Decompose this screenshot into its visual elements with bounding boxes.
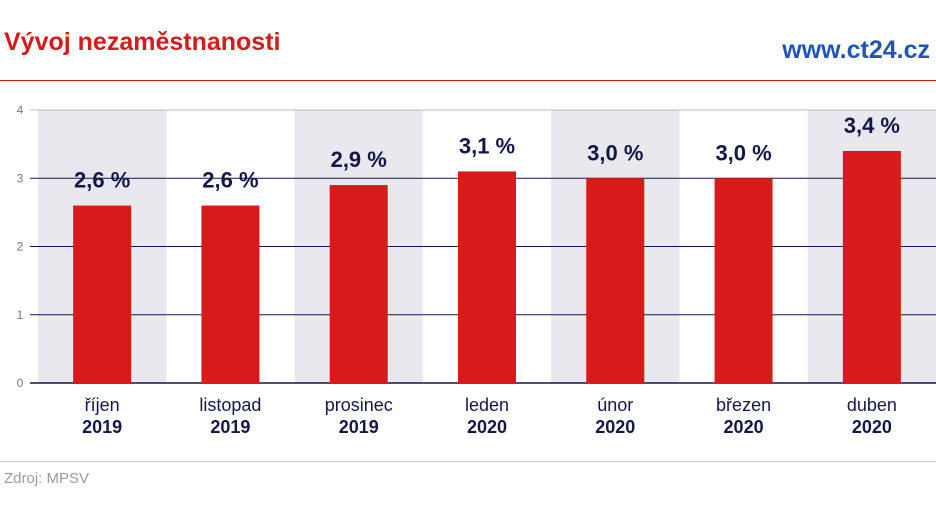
x-tick-label-year: 2019 (210, 417, 250, 437)
data-label: 3,0 % (587, 140, 643, 165)
x-tick-label-month: říjen (85, 395, 120, 415)
y-tick-label: 3 (17, 171, 24, 185)
y-tick-label: 4 (17, 103, 24, 117)
bar (329, 185, 388, 383)
top-divider (0, 80, 936, 81)
x-tick-label-month: prosinec (325, 395, 393, 415)
x-tick-label-year: 2019 (82, 417, 122, 437)
source-note: Zdroj: MPSV (4, 470, 90, 487)
data-label: 3,1 % (459, 133, 515, 158)
data-label: 2,9 % (331, 147, 387, 172)
bar (73, 205, 132, 383)
x-tick-label-year: 2019 (339, 417, 379, 437)
x-tick-label-month: listopad (199, 395, 261, 415)
bar (842, 150, 901, 383)
x-tick-label-month: únor (597, 395, 633, 415)
x-tick-label-month: březen (716, 395, 771, 415)
y-tick-label: 1 (17, 308, 24, 322)
y-tick-label: 2 (17, 240, 24, 254)
data-label: 3,0 % (715, 140, 771, 165)
data-label: 2,6 % (202, 168, 258, 193)
bar (201, 205, 260, 383)
data-label: 2,6 % (74, 168, 130, 193)
bottom-divider (0, 461, 936, 462)
bar (586, 178, 645, 383)
x-tick-label-year: 2020 (595, 417, 635, 437)
x-tick-label-year: 2020 (852, 417, 892, 437)
bar (458, 171, 516, 383)
bar (714, 178, 773, 383)
x-tick-label-month: duben (847, 395, 897, 415)
chart-title: Vývoj nezaměstnanosti (4, 28, 281, 56)
site-link[interactable]: www.ct24.cz (782, 36, 930, 64)
y-tick-label: 0 (17, 376, 24, 390)
x-tick-label-month: leden (465, 395, 509, 415)
x-tick-label-year: 2020 (467, 417, 507, 437)
x-tick-label-year: 2020 (724, 417, 764, 437)
data-label: 3,4 % (844, 113, 900, 138)
